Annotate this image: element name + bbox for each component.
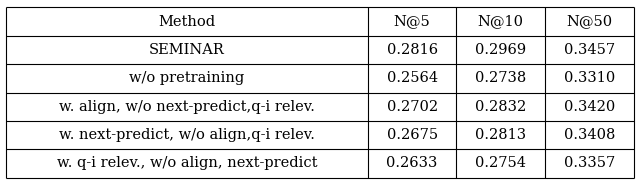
Text: w. q-i relev., w/o align, next-predict: w. q-i relev., w/o align, next-predict [57, 156, 317, 170]
Text: N@5: N@5 [394, 15, 431, 29]
Text: SEMINAR: SEMINAR [149, 43, 225, 57]
Text: 0.3310: 0.3310 [564, 71, 615, 85]
Text: N@10: N@10 [477, 15, 524, 29]
Text: 0.3457: 0.3457 [564, 43, 615, 57]
Text: w. next-predict, w/o align,q-i relev.: w. next-predict, w/o align,q-i relev. [59, 128, 315, 142]
Text: w/o pretraining: w/o pretraining [129, 71, 244, 85]
Text: 0.3420: 0.3420 [564, 100, 615, 114]
Text: 0.2813: 0.2813 [475, 128, 526, 142]
Text: w. align, w/o next-predict,q-i relev.: w. align, w/o next-predict,q-i relev. [59, 100, 315, 114]
Text: 0.3357: 0.3357 [564, 156, 615, 170]
Text: Method: Method [159, 15, 216, 29]
Text: 0.2564: 0.2564 [387, 71, 438, 85]
Text: 0.2675: 0.2675 [387, 128, 438, 142]
Text: 0.2832: 0.2832 [475, 100, 526, 114]
Text: 0.2969: 0.2969 [475, 43, 526, 57]
Text: 0.2633: 0.2633 [387, 156, 438, 170]
Text: 0.2754: 0.2754 [475, 156, 526, 170]
Text: 0.3408: 0.3408 [564, 128, 615, 142]
Text: 0.2816: 0.2816 [387, 43, 438, 57]
Text: 0.2738: 0.2738 [475, 71, 526, 85]
Text: N@50: N@50 [566, 15, 612, 29]
Text: 0.2702: 0.2702 [387, 100, 438, 114]
